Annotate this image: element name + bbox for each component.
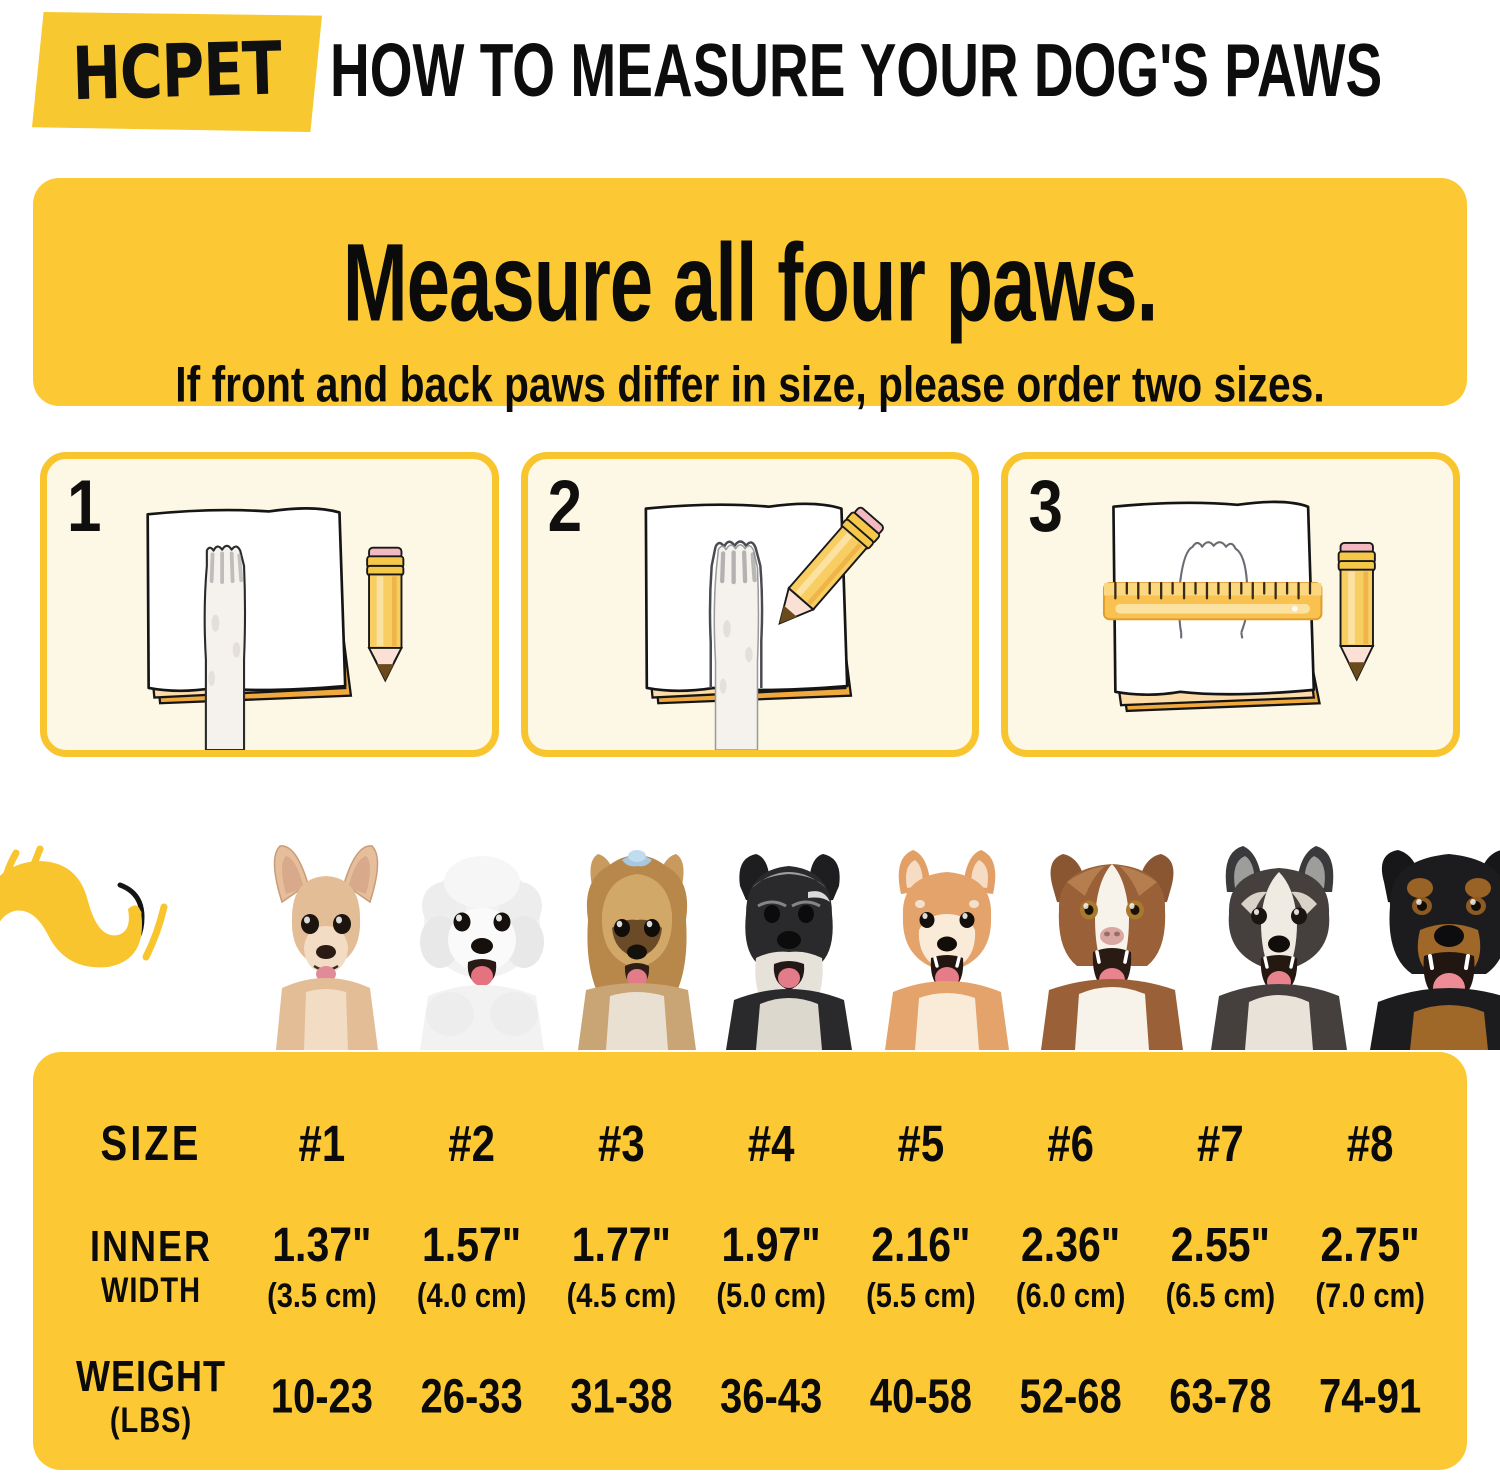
ruler-measure-icon: [1103, 500, 1377, 713]
banner-subtext: If front and back paws differ in size, p…: [175, 356, 1325, 413]
weight-cell: 52-68: [1019, 1370, 1122, 1424]
step-number-1: 1: [67, 466, 102, 548]
dog-australian-shepherd: [1027, 810, 1197, 1055]
inner-width-cell: 2.55" (6.5 cm): [1146, 1220, 1296, 1313]
dog-rottweiler: [1362, 810, 1500, 1055]
inner-width-cm: (4.5 cm): [566, 1277, 677, 1315]
weight-cell: 31-38: [570, 1370, 673, 1424]
table-row-inner-width: INNER WIDTH 1.37" (3.5 cm) 1.57" (4.0 cm…: [55, 1192, 1445, 1342]
weight-cell: 63-78: [1169, 1370, 1272, 1424]
inner-width-cell: 1.77" (4.5 cm): [547, 1220, 697, 1313]
table-row-weight: WEIGHT (LBS) 10-23 26-33 31-38 36-43 40-…: [55, 1342, 1445, 1452]
step-card-2: 2: [520, 452, 980, 757]
dog-yorkshire-terrier: [562, 810, 712, 1055]
wagging-tail-swoosh-icon: [0, 845, 168, 968]
inner-width-cell: 2.75" (7.0 cm): [1295, 1220, 1445, 1313]
row-label-inner-width: INNER WIDTH: [55, 1224, 247, 1311]
weight-cell: 74-91: [1318, 1370, 1422, 1424]
dog-bichon-frise: [402, 810, 562, 1055]
inner-width-inches: 2.75": [1320, 1216, 1420, 1272]
instruction-steps: 1: [40, 452, 1461, 757]
inner-width-cell: 2.36" (6.0 cm): [996, 1220, 1146, 1313]
row-label-size: SIZE: [100, 1117, 202, 1171]
measure-all-paws-banner: Measure all four paws. If front and back…: [33, 178, 1467, 409]
dog-photos-row: [252, 815, 1500, 1055]
dog-chihuahua: [252, 810, 402, 1055]
size-chart-table: SIZE #1 #2 #3 #4 #5 #6 #7 #8 INNER WIDTH…: [33, 1052, 1467, 1470]
size-cell: #7: [1197, 1114, 1244, 1173]
step-card-1: 1: [40, 452, 499, 757]
inner-width-cm: (6.0 cm): [1015, 1277, 1126, 1315]
weight-cell: 40-58: [869, 1370, 973, 1424]
size-cell: #3: [598, 1114, 645, 1173]
brand-logo-text: HCPET: [71, 26, 283, 118]
inner-width-cm: (6.5 cm): [1165, 1277, 1276, 1315]
inner-width-cell: 1.97" (5.0 cm): [696, 1220, 846, 1313]
step-number-2: 2: [547, 466, 583, 548]
size-cell: #2: [448, 1114, 495, 1173]
step-card-3: 3: [1001, 452, 1461, 757]
weight-cell: 10-23: [270, 1370, 374, 1424]
weight-cell: 36-43: [719, 1370, 823, 1424]
inner-width-inches: 1.77": [571, 1216, 671, 1272]
inner-width-cm: (7.0 cm): [1315, 1277, 1425, 1315]
row-label-inner-width-line2: WIDTH: [100, 1271, 202, 1311]
size-cell: #8: [1346, 1114, 1394, 1173]
row-label-weight-line1: WEIGHT: [76, 1351, 226, 1401]
inner-width-inches: 1.57": [422, 1216, 522, 1272]
dog-alaskan-malamute: [1197, 810, 1362, 1055]
inner-width-cell: 1.37" (3.5 cm): [247, 1220, 397, 1313]
step-number-3: 3: [1028, 466, 1063, 548]
dog-shiba-inu: [867, 810, 1027, 1055]
size-cell: #6: [1047, 1114, 1094, 1173]
inner-width-cm: (5.0 cm): [716, 1277, 826, 1315]
inner-width-cell: 2.16" (5.5 cm): [846, 1220, 996, 1313]
paw-on-paper-icon: [146, 507, 405, 750]
inner-width-inches: 2.36": [1021, 1216, 1121, 1272]
dog-breed-strip: [0, 815, 1500, 1055]
tracing-paw-icon: [644, 502, 884, 750]
row-label-weight-line2: (LBS): [109, 1401, 193, 1441]
hcpet-logo-badge: HCPET: [32, 12, 322, 132]
weight-cell: 26-33: [420, 1370, 523, 1424]
row-label-weight: WEIGHT (LBS): [55, 1354, 247, 1441]
inner-width-inches: 2.55": [1170, 1216, 1270, 1272]
row-label-inner-width-line1: INNER: [89, 1221, 212, 1271]
inner-width-inches: 2.16": [871, 1216, 971, 1272]
page-header: HCPET HOW TO MEASURE YOUR DOG'S PAWS: [0, 0, 1500, 140]
inner-width-inches: 1.97": [721, 1216, 821, 1272]
inner-width-cm: (4.0 cm): [416, 1277, 527, 1315]
banner-headline: Measure all four paws.: [342, 219, 1159, 345]
inner-width-cm: (3.5 cm): [267, 1277, 377, 1315]
table-row-size: SIZE #1 #2 #3 #4 #5 #6 #7 #8: [55, 1096, 1445, 1192]
inner-width-cm: (5.5 cm): [866, 1277, 976, 1315]
dog-schnauzer: [712, 810, 867, 1055]
page-title: HOW TO MEASURE YOUR DOG'S PAWS: [330, 28, 1383, 114]
size-cell: #5: [897, 1114, 945, 1173]
inner-width-cell: 1.57" (4.0 cm): [397, 1220, 547, 1313]
size-cell: #1: [298, 1114, 346, 1173]
size-cell: #4: [747, 1114, 795, 1173]
inner-width-inches: 1.37": [272, 1216, 372, 1272]
